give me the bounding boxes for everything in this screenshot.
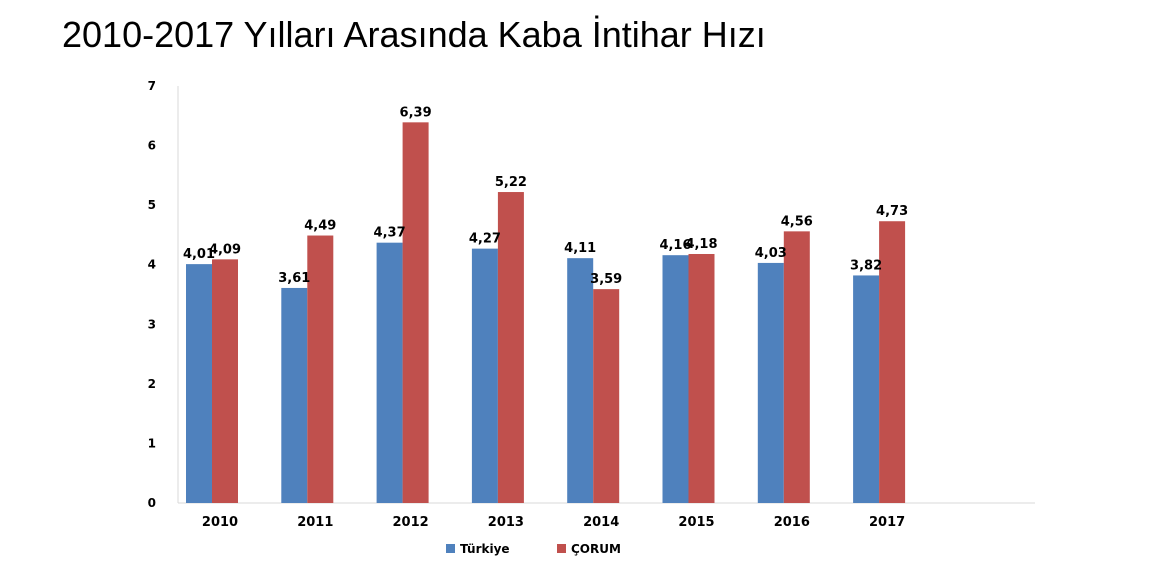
y-tick-label: 1 bbox=[148, 436, 156, 450]
bar-corum-2013 bbox=[497, 192, 524, 503]
data-label: 6,39 bbox=[400, 105, 432, 120]
legend-label: Türkiye bbox=[460, 542, 510, 556]
data-label: 4,16 bbox=[659, 238, 691, 253]
data-label: 4,49 bbox=[304, 219, 336, 234]
x-tick-label: 2015 bbox=[678, 515, 714, 530]
chart-legend: Türkiye ÇORUM bbox=[446, 542, 621, 556]
bar-turkiye-2012 bbox=[376, 242, 403, 503]
x-tick-label: 2016 bbox=[774, 515, 810, 530]
bar-turkiye-2014 bbox=[567, 258, 594, 503]
bar-corum-2012 bbox=[402, 122, 429, 504]
data-label: 4,73 bbox=[876, 204, 908, 219]
y-tick-label: 7 bbox=[148, 79, 156, 93]
x-tick-label: 2013 bbox=[488, 515, 524, 530]
chart-bars bbox=[186, 122, 906, 504]
data-label: 4,01 bbox=[183, 247, 215, 262]
data-label: 4,18 bbox=[685, 237, 717, 252]
data-label: 4,11 bbox=[564, 241, 596, 256]
data-label: 4,56 bbox=[781, 214, 813, 229]
bar-corum-2016 bbox=[783, 231, 810, 503]
bar-corum-2017 bbox=[879, 221, 906, 503]
y-tick-labels: 0 1 2 3 4 5 6 7 bbox=[148, 79, 156, 510]
data-label: 5,22 bbox=[495, 175, 527, 190]
y-tick-label: 3 bbox=[148, 317, 156, 331]
bar-turkiye-2013 bbox=[471, 248, 498, 503]
bar-turkiye-2015 bbox=[662, 255, 689, 503]
x-tick-label: 2010 bbox=[202, 515, 238, 530]
bar-turkiye-2011 bbox=[281, 287, 308, 503]
x-tick-labels: 2010 2011 2012 2013 2014 2015 2016 2017 bbox=[202, 515, 905, 530]
x-tick-label: 2012 bbox=[393, 515, 429, 530]
data-label: 3,61 bbox=[278, 271, 310, 286]
bar-corum-2014 bbox=[593, 289, 620, 503]
legend-label: ÇORUM bbox=[571, 542, 621, 556]
bar-turkiye-2017 bbox=[853, 275, 880, 503]
bar-turkiye-2016 bbox=[757, 262, 784, 503]
data-labels: 4,014,09 3,61 4,49 4,37 6,39 4,27 5,22 4,11 3,59… bbox=[183, 105, 908, 287]
data-label: 3,59 bbox=[590, 272, 622, 287]
data-label: 4,03 bbox=[755, 246, 787, 261]
y-tick-label: 4 bbox=[148, 258, 156, 272]
legend-swatch bbox=[557, 544, 566, 553]
data-label: 4,09 bbox=[209, 242, 241, 257]
bar-corum-2010 bbox=[212, 259, 238, 503]
x-tick-label: 2014 bbox=[583, 515, 619, 530]
data-label: 4,37 bbox=[374, 226, 406, 241]
bar-turkiye-2010 bbox=[186, 264, 212, 503]
y-tick-label: 2 bbox=[148, 377, 156, 391]
x-tick-label: 2011 bbox=[297, 515, 333, 530]
data-label: 4,27 bbox=[469, 232, 501, 247]
y-tick-label: 6 bbox=[148, 139, 156, 153]
legend-swatch bbox=[446, 544, 455, 553]
bar-corum-2011 bbox=[307, 235, 334, 503]
data-label: 3,82 bbox=[850, 258, 882, 273]
chart-title: 2010-2017 Yılları Arasında Kaba İntihar … bbox=[62, 14, 766, 55]
bar-corum-2015 bbox=[688, 253, 715, 503]
y-tick-label: 0 bbox=[148, 496, 156, 510]
y-tick-label: 5 bbox=[148, 198, 156, 212]
x-tick-label: 2017 bbox=[869, 515, 905, 530]
